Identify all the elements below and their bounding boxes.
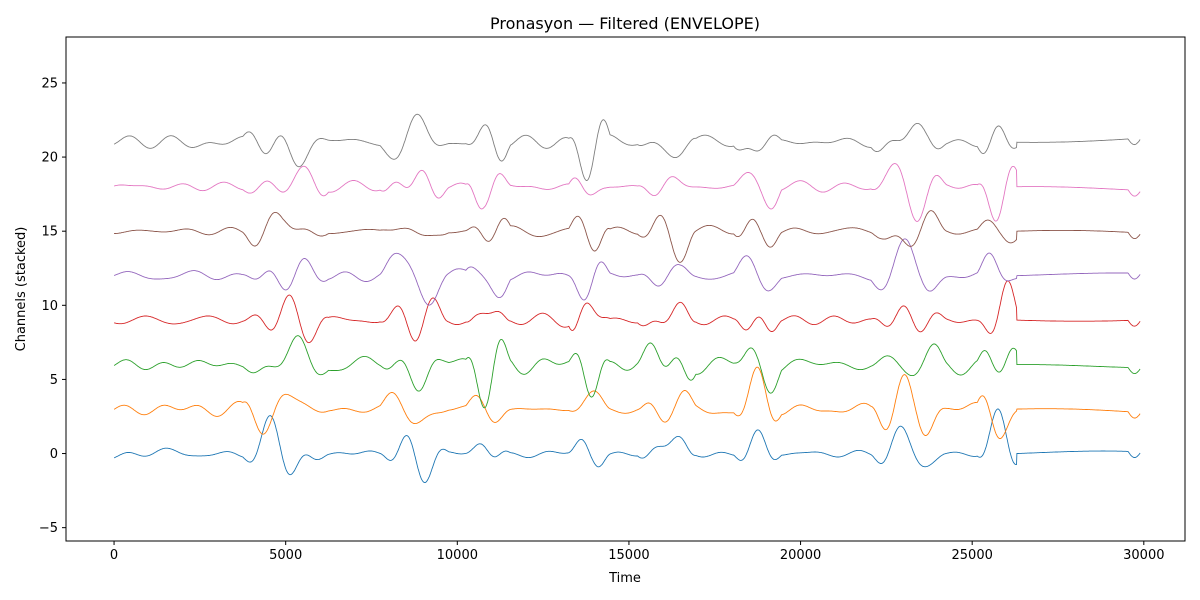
x-tick-label: 5000 — [269, 548, 302, 563]
y-tick-label: −5 — [39, 521, 58, 536]
y-axis-label: Channels (stacked) — [14, 227, 29, 352]
x-tick-label: 25000 — [952, 548, 993, 563]
series-line-2 — [113, 335, 1141, 409]
series-line-5 — [114, 210, 1141, 263]
series-line-7 — [113, 113, 1141, 181]
y-tick-label: 10 — [41, 299, 58, 314]
series-line-6 — [113, 163, 1141, 222]
x-axis-label: Time — [608, 571, 641, 586]
x-tick-label: 0 — [110, 548, 118, 563]
y-axis: −5 0 5 10 15 20 25 — [39, 76, 66, 536]
series-line-0 — [113, 408, 1141, 483]
x-axis: 0 5000 10000 15000 20000 25000 30000 — [110, 541, 1164, 563]
plot-area — [113, 113, 1141, 483]
x-tick-label: 20000 — [780, 548, 821, 563]
y-tick-label: 5 — [50, 373, 58, 388]
y-tick-label: 25 — [41, 76, 58, 91]
x-tick-label: 30000 — [1123, 548, 1164, 563]
plot-frame — [65, 36, 1186, 542]
chart-title: Pronasyon — Filtered (ENVELOPE) — [490, 14, 760, 33]
series-line-4 — [113, 238, 1141, 306]
y-tick-label: 20 — [41, 151, 58, 166]
series-line-3 — [113, 280, 1141, 344]
y-tick-label: 15 — [41, 225, 58, 240]
series-line-1 — [113, 366, 1141, 439]
x-tick-label: 10000 — [437, 548, 478, 563]
x-tick-label: 15000 — [608, 548, 649, 563]
y-tick-label: 0 — [50, 447, 58, 462]
